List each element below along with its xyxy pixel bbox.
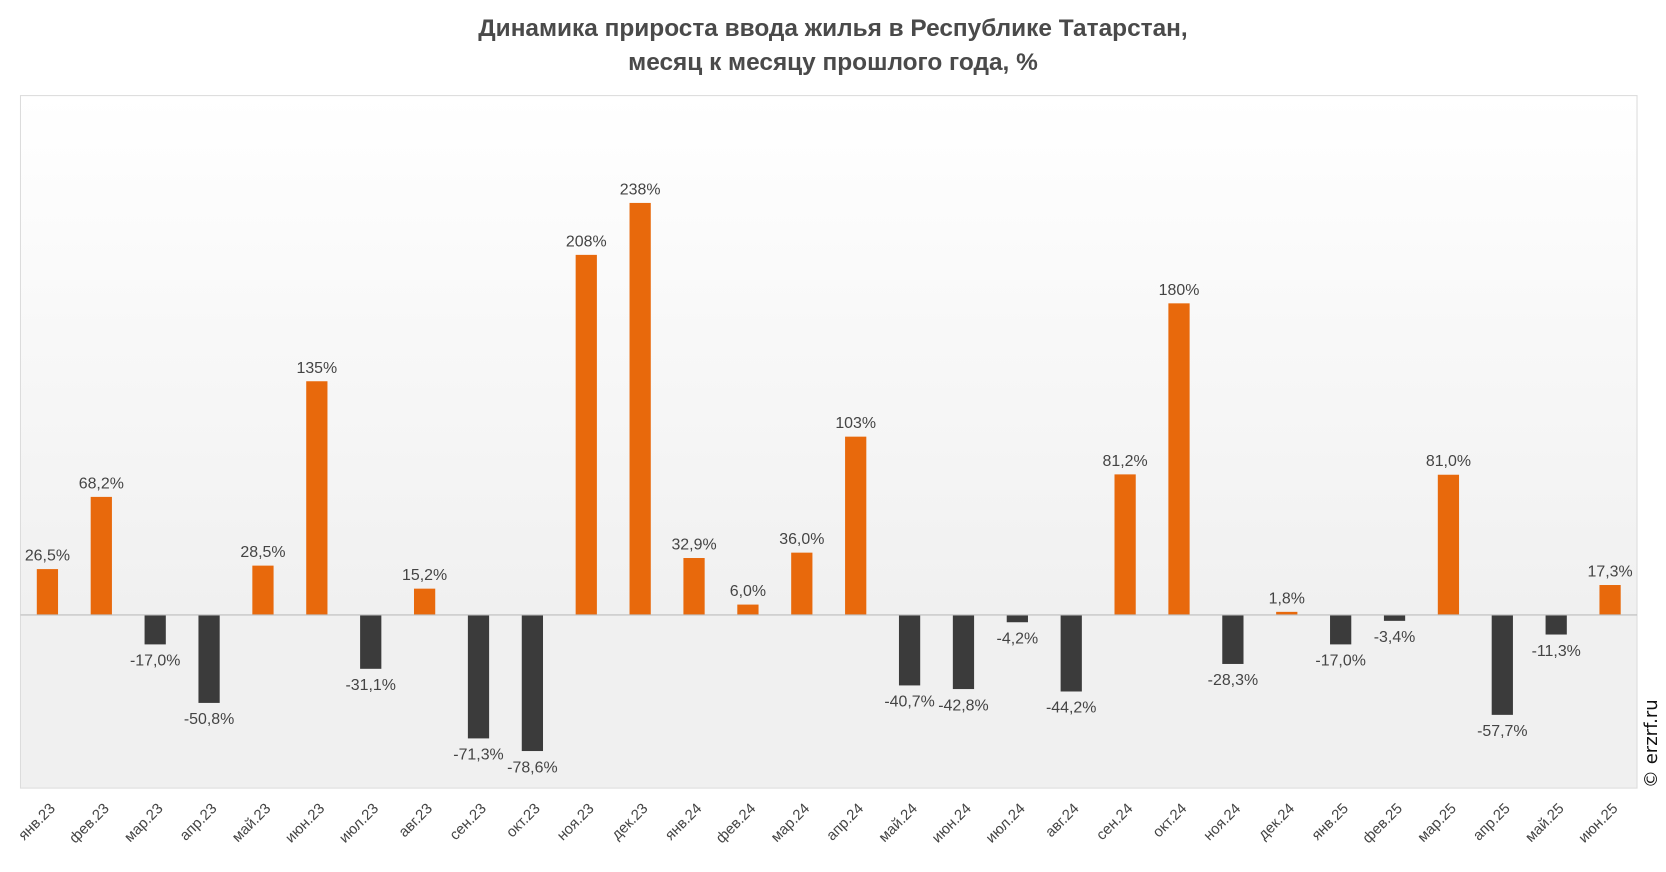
x-tick-label: дек.23 — [609, 801, 651, 843]
bar-май.25 — [1545, 614, 1567, 635]
data-label: -3,4% — [1374, 629, 1416, 646]
data-label: 28,5% — [240, 544, 285, 561]
bar-апр.23 — [198, 614, 220, 703]
bar-окт.24 — [1168, 303, 1190, 615]
x-tick-label: мар.23 — [122, 801, 167, 846]
bar-июн.24 — [952, 614, 975, 690]
data-label: 1,8% — [1269, 590, 1305, 607]
bar-апр.25 — [1491, 614, 1513, 715]
data-label: -17,0% — [1315, 653, 1365, 670]
x-tick-label: сен.24 — [1094, 801, 1137, 844]
data-label: 6,0% — [730, 583, 766, 600]
bar-мар.24 — [791, 552, 813, 615]
x-tick-label: фев.24 — [713, 801, 759, 847]
x-tick-label: апр.23 — [177, 801, 220, 844]
x-tick-label: мар.24 — [768, 801, 813, 846]
bar-окт.23 — [521, 614, 544, 752]
bar-июн.23 — [306, 381, 328, 615]
bar-фев.24 — [737, 604, 759, 615]
data-label: 15,2% — [402, 567, 447, 584]
x-tick-label: авг.24 — [1043, 801, 1083, 841]
data-label: -4,2% — [997, 630, 1039, 647]
x-tick-label: июл.24 — [983, 801, 1029, 847]
x-tick-label: ноя.24 — [1201, 801, 1244, 844]
data-label: -57,7% — [1477, 723, 1527, 740]
x-tick-label: май.25 — [1523, 801, 1568, 846]
bar-янв.25 — [1330, 614, 1352, 645]
chart-title-line-1: Динамика прироста ввода жилья в Республи… — [478, 15, 1187, 42]
bar-сен.24 — [1114, 474, 1136, 615]
bar-апр.24 — [845, 436, 867, 615]
data-label: -44,2% — [1046, 700, 1096, 717]
data-label: -11,3% — [1532, 643, 1581, 660]
bar-фев.23 — [90, 496, 112, 615]
x-tick-label: июл.23 — [336, 801, 382, 847]
x-tick-label: дек.24 — [1256, 801, 1298, 843]
x-tick-label: янв.25 — [1309, 801, 1352, 844]
x-tick-label: июн.24 — [929, 801, 974, 846]
bar-май.23 — [252, 565, 274, 615]
chart-title-line-2: месяц к месяцу прошлого года, % — [628, 49, 1038, 76]
bar-дек.23 — [629, 202, 651, 615]
data-label: -40,7% — [884, 694, 934, 711]
x-tick-label: авг.23 — [396, 801, 436, 841]
x-tick-label: май.24 — [876, 801, 921, 846]
bar-фев.25 — [1383, 614, 1406, 621]
x-tick-label: фев.23 — [67, 801, 113, 847]
data-label: -28,3% — [1208, 672, 1258, 689]
x-tick-label: ноя.23 — [554, 801, 597, 844]
data-label: -78,6% — [507, 759, 557, 776]
bar-июл.23 — [360, 614, 382, 669]
bar-июл.24 — [1006, 614, 1028, 623]
data-label: 68,2% — [79, 475, 124, 492]
x-tick-label: фев.25 — [1360, 801, 1406, 847]
x-tick-label: мар.25 — [1415, 801, 1460, 846]
bar-янв.23 — [36, 569, 59, 615]
data-label: 26,5% — [25, 548, 70, 565]
copyright-text: © erzrf.ru — [1641, 699, 1662, 788]
bar-мар.25 — [1437, 474, 1460, 615]
bar-янв.24 — [683, 558, 705, 615]
data-label: -42,8% — [938, 697, 988, 714]
x-tick-label: май.23 — [229, 801, 274, 846]
bar-ноя.23 — [575, 254, 597, 615]
data-label: 180% — [1159, 282, 1200, 299]
data-label: 238% — [620, 181, 661, 198]
bar-авг.23 — [413, 588, 436, 615]
data-label: 208% — [566, 233, 607, 250]
data-label: 32,9% — [671, 537, 716, 554]
bar-ноя.24 — [1222, 614, 1244, 664]
bar-дек.24 — [1276, 611, 1298, 615]
data-label: 17,3% — [1588, 564, 1633, 581]
data-label: 103% — [835, 415, 876, 432]
x-tick-label: июн.23 — [283, 801, 328, 846]
data-label: 135% — [296, 360, 337, 377]
bar-май.24 — [898, 614, 921, 686]
x-tick-label: янв.24 — [662, 801, 705, 844]
plot-area — [19, 95, 1638, 789]
data-label: -31,1% — [346, 677, 396, 694]
bar-авг.24 — [1060, 614, 1082, 692]
x-tick-label: сен.23 — [447, 801, 490, 844]
bar-сен.23 — [467, 614, 490, 739]
x-tick-label: окт.24 — [1150, 801, 1190, 841]
bar-мар.23 — [144, 614, 166, 645]
data-label: 36,0% — [779, 531, 824, 548]
data-label: -17,0% — [130, 653, 180, 670]
x-tick-label: окт.23 — [504, 801, 544, 841]
data-label: -71,3% — [453, 747, 503, 764]
data-label: 81,2% — [1103, 453, 1148, 470]
x-tick-label: апр.25 — [1470, 801, 1513, 844]
bar-июн.25 — [1599, 585, 1621, 615]
x-tick-label: июн.25 — [1576, 801, 1621, 846]
x-tick-label: янв.23 — [16, 801, 59, 844]
x-tick-label: апр.24 — [824, 801, 867, 844]
data-label: -50,8% — [184, 711, 234, 728]
data-label: 81,0% — [1426, 453, 1471, 470]
